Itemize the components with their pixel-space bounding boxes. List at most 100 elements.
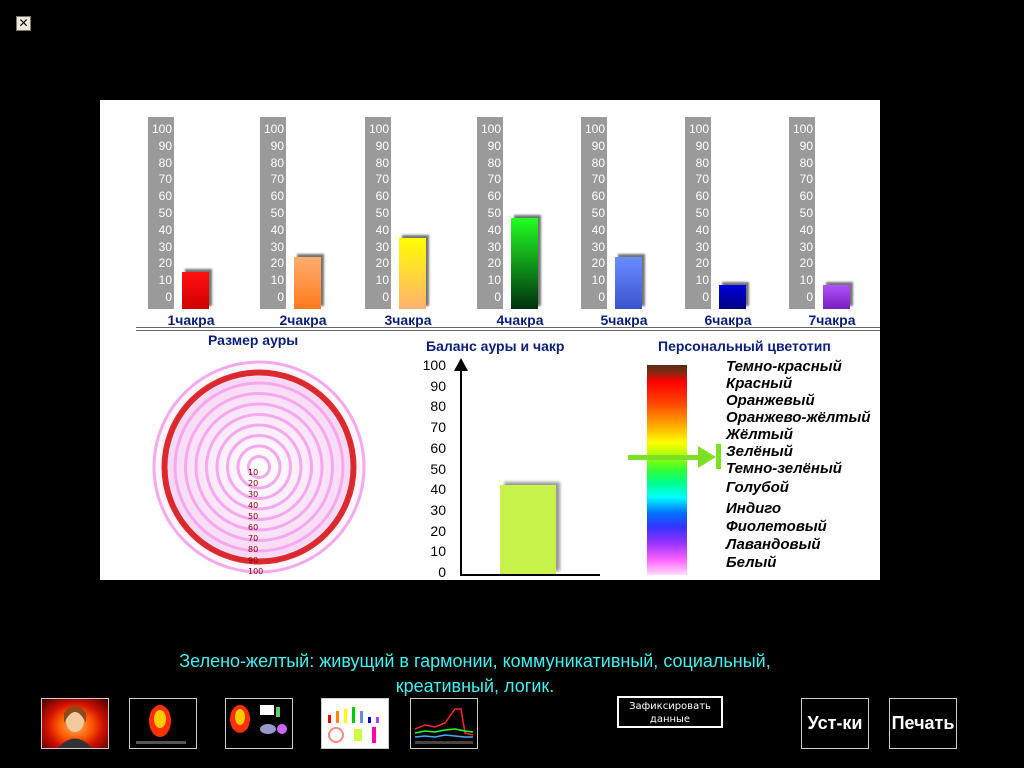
chakra-bar — [182, 272, 209, 309]
close-button[interactable]: ✕ — [16, 16, 31, 31]
chakra-column: 100 90 80 70 60 50 40 30 20 10 0 5чакра — [581, 117, 661, 329]
chakra-bar — [511, 218, 538, 309]
scale-tick: 10 — [375, 273, 389, 288]
scale-tick: 10 — [591, 273, 605, 288]
chakra-label: 7чакра — [808, 312, 856, 328]
aura-ring — [205, 413, 313, 521]
balance-tick: 70 — [430, 419, 446, 436]
scale-tick: 80 — [487, 155, 501, 170]
aura-rings — [147, 355, 371, 579]
scale-tick: 40 — [591, 222, 605, 237]
chakra-column: 100 90 80 70 60 50 40 30 20 10 0 7чакра — [789, 117, 869, 329]
scale-tick: 80 — [158, 155, 172, 170]
chakra-scale: 100 90 80 70 60 50 40 30 20 10 0 — [789, 117, 815, 309]
chakra-label: 4чакра — [496, 312, 544, 328]
balance-title: Баланс ауры и чакр — [426, 338, 565, 354]
colortype-label: Индиго — [726, 500, 782, 517]
aura-scale-label: 40 — [248, 501, 259, 510]
aura-scale-label: 20 — [248, 479, 259, 488]
colortype-label: Оранжевый — [726, 392, 815, 409]
aura-ring — [152, 360, 366, 574]
chakra-label: 1чакра — [167, 312, 215, 328]
scale-tick: 30 — [695, 239, 709, 254]
aura-ring — [215, 423, 303, 511]
chakra-label: 5чакра — [600, 312, 648, 328]
scale-tick: 20 — [270, 256, 284, 271]
scale-tick: 20 — [375, 256, 389, 271]
scale-tick: 10 — [695, 273, 709, 288]
scale-tick: 10 — [158, 273, 172, 288]
scale-tick: 100 — [480, 122, 501, 136]
chakra-scale: 100 90 80 70 60 50 40 30 20 10 0 — [685, 117, 711, 309]
results-panel: 100 90 80 70 60 50 40 30 20 10 0 1чакра 100 90 80 70 60 5… — [100, 100, 880, 580]
settings-button[interactable]: Уст-ки — [801, 698, 869, 749]
balance-tick: 50 — [430, 460, 446, 477]
thumbnail-aura-oval[interactable] — [129, 698, 197, 749]
scale-tick: 90 — [270, 138, 284, 153]
marker-stop — [716, 444, 721, 469]
scale-tick: 90 — [158, 138, 172, 153]
thumbnail-aura-photo[interactable] — [41, 698, 109, 749]
scale-tick: 40 — [487, 222, 501, 237]
print-button[interactable]: Печать — [889, 698, 957, 749]
chakra-bar — [823, 285, 850, 309]
scale-tick: 50 — [591, 206, 605, 220]
aura-scale-label: 90 — [248, 556, 259, 565]
fix-data-label: Зафиксировать — [629, 701, 711, 712]
balance-tick: 40 — [430, 481, 446, 498]
scale-tick: 80 — [375, 155, 389, 170]
scale-tick: 50 — [158, 206, 172, 220]
scale-tick: 70 — [158, 172, 172, 187]
aura-charts-icon — [230, 705, 287, 734]
scale-tick: 60 — [487, 189, 501, 204]
scale-tick: 50 — [375, 206, 389, 220]
chakra-column: 100 90 80 70 60 50 40 30 20 10 0 4чакра — [477, 117, 557, 329]
scale-tick: 40 — [799, 222, 813, 237]
color-spectrum — [647, 365, 687, 575]
chakra-bar — [719, 285, 746, 309]
scale-tick: 100 — [792, 122, 813, 136]
scale-tick: 40 — [158, 222, 172, 237]
aura-scale-label: 80 — [248, 545, 259, 554]
scale-tick: 70 — [487, 172, 501, 187]
thumbnail-aura-charts[interactable] — [225, 698, 293, 749]
chakra-label: 6чакра — [704, 312, 752, 328]
aura-oval-icon — [136, 705, 186, 744]
balance-tick: 30 — [430, 501, 446, 518]
scale-tick: 60 — [591, 189, 605, 204]
thumbnail-chakra-report[interactable] — [321, 698, 389, 749]
balance-tick: 100 — [422, 357, 446, 373]
fix-data-button[interactable]: Зафиксировать данные — [617, 696, 723, 728]
person-icon — [58, 706, 92, 748]
colortype-label: Фиолетовый — [726, 518, 827, 535]
scale-tick: 10 — [270, 273, 284, 288]
scale-tick: 100 — [688, 122, 709, 136]
balance-tick: 20 — [430, 522, 446, 539]
scale-tick: 40 — [695, 222, 709, 237]
scale-tick: 0 — [494, 290, 501, 304]
line-graph-icon — [414, 708, 474, 744]
chakra-scale: 100 90 80 70 60 50 40 30 20 10 0 — [260, 117, 286, 309]
colortype-title: Персональный цветотип — [658, 338, 831, 354]
scale-tick: 70 — [799, 172, 813, 187]
chakra-scale: 100 90 80 70 60 50 40 30 20 10 0 — [148, 117, 174, 309]
thumbnail-line-graph[interactable] — [410, 698, 478, 749]
scale-tick: 20 — [799, 256, 813, 271]
aura-scale-label: 60 — [248, 523, 259, 532]
chakra-label: 2чакра — [279, 312, 327, 328]
chakra-bar — [294, 256, 321, 309]
chakra-column: 100 90 80 70 60 50 40 30 20 10 0 1чакра — [148, 117, 228, 329]
chakra-bar — [399, 238, 426, 309]
scale-tick: 50 — [695, 206, 709, 220]
colortype-label: Лавандовый — [726, 536, 821, 553]
scale-tick: 60 — [695, 189, 709, 204]
scale-tick: 30 — [487, 239, 501, 254]
scale-tick: 90 — [799, 138, 813, 153]
aura-ring — [184, 392, 334, 542]
aura-ring — [173, 381, 345, 553]
colortype-label: Красный — [726, 375, 793, 392]
y-axis-arrow-icon — [454, 358, 468, 371]
chakra-scale: 100 90 80 70 60 50 40 30 20 10 0 — [477, 117, 503, 309]
scale-tick: 100 — [263, 122, 284, 136]
scale-tick: 30 — [158, 239, 172, 254]
